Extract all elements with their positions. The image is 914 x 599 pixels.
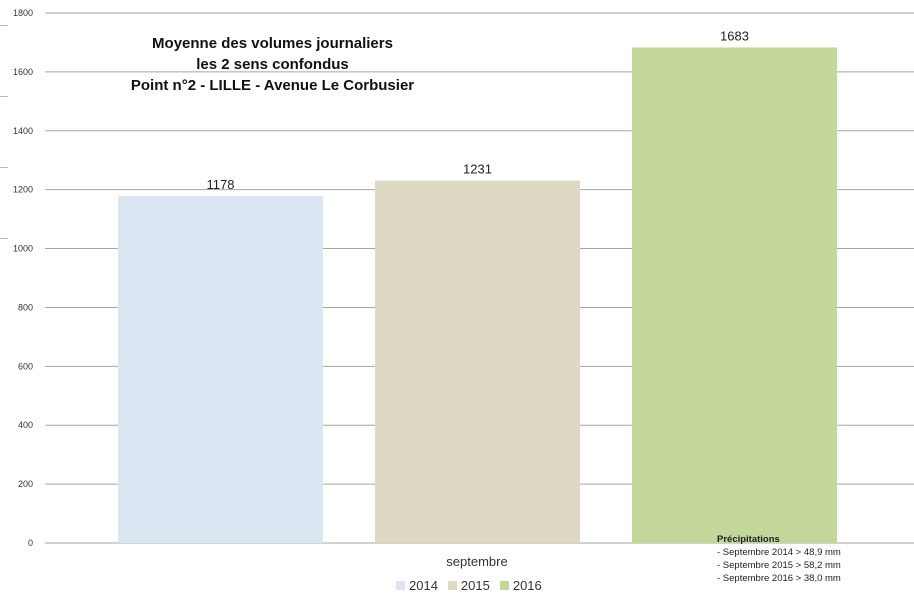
- legend-label: 2014: [409, 578, 438, 593]
- precipitation-heading: Précipitations: [717, 534, 780, 545]
- y-tick-label: 600: [18, 361, 33, 371]
- chart-title-line: Moyenne des volumes journaliers: [152, 35, 393, 52]
- data-label-2014: 1178: [207, 177, 235, 192]
- y-tick-label: 1800: [13, 8, 33, 18]
- y-tick-label: 1000: [13, 244, 33, 254]
- bar-2014: [118, 196, 323, 543]
- precipitation-line: - Septembre 2016 > 38,0 mm: [717, 573, 841, 584]
- y-tick-label: 0: [28, 538, 33, 548]
- edge-tick: [0, 25, 8, 26]
- bar-2016: [632, 47, 837, 543]
- bar-2015: [375, 180, 580, 544]
- y-tick-label: 800: [18, 302, 33, 312]
- data-label-2016: 1683: [720, 28, 749, 43]
- precipitation-note: Précipitations - Septembre 2014 > 48,9 m…: [717, 533, 841, 585]
- edge-tick: [0, 238, 8, 239]
- chart-title-line: les 2 sens confondus: [196, 56, 349, 73]
- legend-label: 2015: [460, 578, 490, 593]
- y-tick-label: 1200: [13, 185, 33, 195]
- y-tick-label: 1600: [13, 67, 33, 77]
- y-tick-label: 1400: [13, 126, 33, 136]
- data-label-2015: 1231: [463, 162, 492, 177]
- legend-item-2014: 2014: [396, 578, 438, 593]
- legend-swatch: [396, 581, 405, 590]
- legend-swatch: [447, 581, 457, 590]
- legend-swatch: [499, 581, 509, 590]
- x-category-label: septembre: [446, 554, 507, 569]
- precipitation-line: - Septembre 2014 > 48,9 mm: [717, 547, 841, 558]
- edge-tick: [0, 96, 8, 97]
- chart-title-line: Point n°2 - LILLE - Avenue Le Corbusier: [130, 77, 415, 94]
- legend: 2014 2015 2016: [396, 578, 542, 593]
- chart-title: Moyenne des volumes journaliers les 2 se…: [80, 33, 465, 96]
- edge-tick: [0, 167, 8, 168]
- y-tick-label: 200: [18, 479, 33, 489]
- legend-item-2016: 2016: [499, 578, 542, 593]
- legend-label: 2016: [512, 578, 542, 593]
- precipitation-line: - Septembre 2015 > 58,2 mm: [717, 560, 841, 571]
- legend-item-2015: 2015: [447, 578, 490, 593]
- y-tick-label: 400: [18, 420, 33, 430]
